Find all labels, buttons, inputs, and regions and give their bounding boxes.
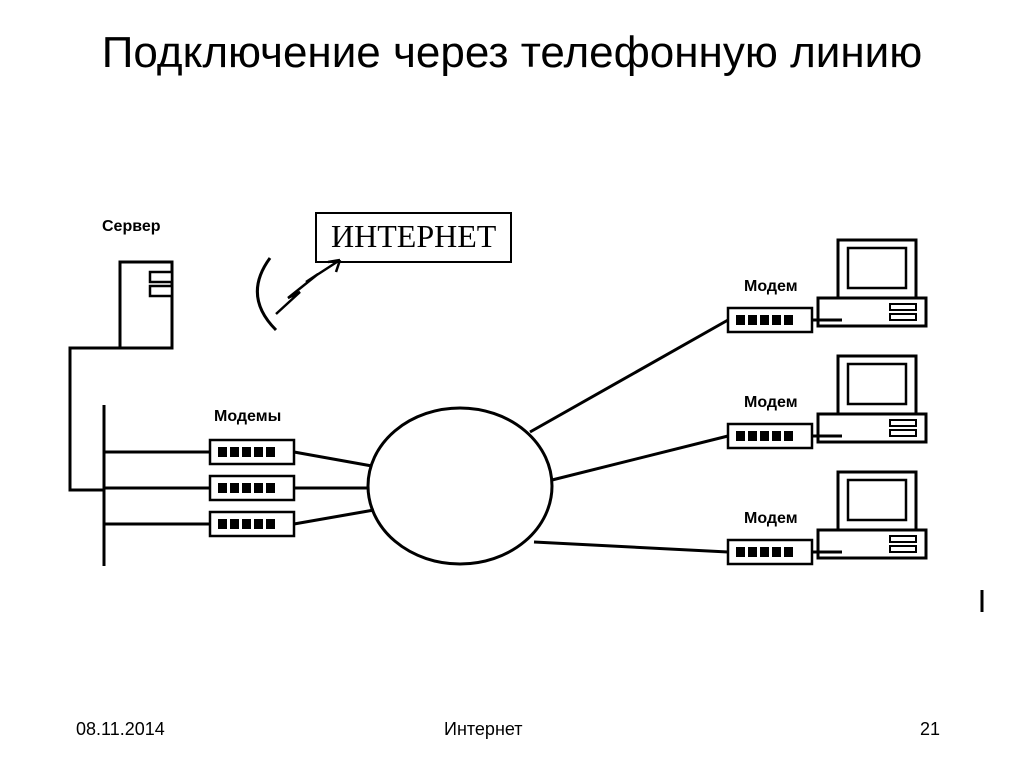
modem-icon bbox=[728, 540, 812, 564]
zigzag-arrow-icon bbox=[276, 260, 340, 314]
arc-icon bbox=[257, 258, 276, 330]
modem-icon bbox=[728, 424, 812, 448]
server-icon bbox=[120, 262, 172, 348]
modem-icon bbox=[210, 476, 294, 500]
computer-icon bbox=[818, 472, 926, 558]
computer-icon bbox=[818, 356, 926, 442]
modem-icon bbox=[210, 512, 294, 536]
hub-ellipse bbox=[368, 408, 552, 564]
computer-icon bbox=[818, 240, 926, 326]
modem-icon bbox=[210, 440, 294, 464]
modem-icon bbox=[728, 308, 812, 332]
diagram-svg bbox=[0, 0, 1024, 768]
